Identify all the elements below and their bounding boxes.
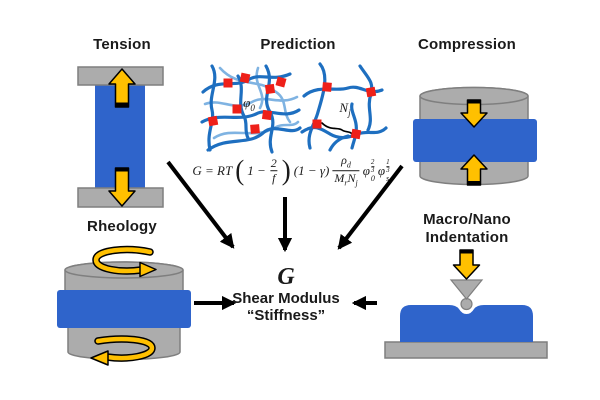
indentation-sample xyxy=(400,305,533,342)
indentation-label-line1: Macro/Nano xyxy=(423,211,511,228)
indenter-cone xyxy=(449,279,484,300)
equation-lhs: G = RT xyxy=(192,163,233,178)
exp-den: 3 xyxy=(370,165,375,175)
arrow-compression-to-g-icon xyxy=(337,164,404,250)
phi-symbol: φ xyxy=(243,95,251,111)
shear-modulus-text: Shear Modulus xyxy=(232,290,340,307)
nj-subscript: j xyxy=(355,178,358,188)
open-paren: ( xyxy=(235,154,245,187)
indentation-label: Macro/Nano Indentation xyxy=(423,211,511,247)
nj-network-label: Nj xyxy=(339,100,350,118)
phi-symbol: φ xyxy=(362,163,370,178)
tension-arrow-up-icon xyxy=(108,68,136,108)
network-diagram-right xyxy=(300,62,388,152)
prediction-label: Prediction xyxy=(260,36,336,53)
tension-apparatus xyxy=(77,66,164,208)
mr-subscript: r xyxy=(344,178,348,188)
tension-label: Tension xyxy=(93,36,151,53)
exp-den: 3 xyxy=(386,165,390,175)
indentation-base-plate xyxy=(384,341,548,359)
rheology-sample xyxy=(57,290,191,328)
exp-num: 2 xyxy=(370,157,375,166)
nj-subscript: j xyxy=(348,107,351,118)
network-crosslinks xyxy=(207,72,287,134)
compression-apparatus xyxy=(413,86,537,186)
indentation-label-line2: Indentation xyxy=(425,229,509,246)
rheology-apparatus xyxy=(57,245,191,366)
equation-inner1: 1 − xyxy=(247,163,266,178)
density-numerator: ρd xyxy=(339,154,353,170)
network-crosslinks xyxy=(312,82,377,140)
compression-sample xyxy=(413,119,537,162)
rho-symbol: ρ xyxy=(341,153,347,168)
compression-label: Compression xyxy=(417,36,517,53)
rheology-rotation-arrow-top-icon xyxy=(92,245,157,278)
phis-subscript: s xyxy=(386,174,390,184)
phi-subscript: 0 xyxy=(250,102,255,113)
g-symbol: G xyxy=(277,264,295,290)
exp-num: 1 xyxy=(386,157,390,166)
tension-arrow-down-icon xyxy=(108,167,136,207)
nj-brace xyxy=(321,122,355,137)
density-denominator: MrNj xyxy=(332,170,360,188)
rheology-label: Rheology xyxy=(87,218,157,235)
indentation-arrow-down-icon xyxy=(452,249,481,280)
nj-symbol: N xyxy=(347,171,356,185)
flow-arrows xyxy=(166,160,404,311)
rheology-rotation-arrow-bottom-icon xyxy=(90,335,156,366)
phi0-subscript: 0 xyxy=(370,174,375,184)
network-diagram-left xyxy=(200,64,302,154)
nj-symbol: N xyxy=(339,100,349,116)
phi0-network-label: φ0 xyxy=(243,95,255,113)
stiffness-text: “Stiffness” xyxy=(246,307,326,324)
fraction-2-over-f: 2 f xyxy=(270,156,278,185)
shear-modulus-result: G Shear Modulus “Stiffness” xyxy=(232,264,340,324)
close-paren: ) xyxy=(281,154,291,187)
indenter-tip-ball xyxy=(460,297,473,311)
phi-symbol: φ xyxy=(377,163,386,178)
arrow-tension-to-g-icon xyxy=(166,160,235,249)
equation-gamma-term: (1 − γ) xyxy=(293,163,330,178)
compression-arrow-down-icon xyxy=(460,99,488,128)
rho-subscript: d xyxy=(346,160,351,170)
indentation-apparatus xyxy=(384,249,548,359)
fraction-density: ρd MrNj xyxy=(332,154,360,188)
compression-arrow-up-icon xyxy=(460,154,488,186)
mr-symbol: M xyxy=(334,171,345,185)
